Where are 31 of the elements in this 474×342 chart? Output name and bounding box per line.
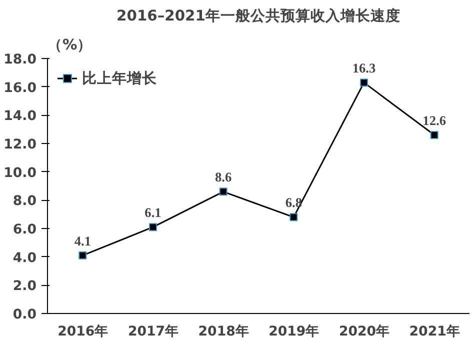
y-tick-label: 18.0 — [4, 52, 37, 68]
x-tick-label: 2019年 — [268, 324, 319, 340]
y-tick-label: 4.0 — [12, 250, 37, 266]
point — [149, 223, 157, 232]
point — [219, 188, 228, 196]
data-label: 16.3 — [352, 60, 376, 76]
y-tick-label: 8.0 — [12, 194, 37, 210]
point — [290, 213, 298, 222]
y-tick-label: 0.0 — [12, 308, 37, 322]
data-label: 8.6 — [215, 170, 232, 185]
point — [360, 78, 368, 87]
x-tick-label: 2020年 — [338, 324, 390, 340]
x-tick-label: 2018年 — [198, 324, 248, 340]
data-label: 4.1 — [74, 233, 92, 248]
legend-label: 比上年增长 — [82, 68, 157, 88]
chart-title: 2016–2021年一般公共预算收入增长速度 — [116, 6, 400, 24]
point — [78, 251, 87, 260]
y-tick-label: 6.0 — [12, 222, 37, 238]
y-tick-label: 10.0 — [4, 166, 37, 181]
x-tick-label: 2021年 — [409, 324, 460, 340]
data-label: 12.6 — [422, 113, 446, 128]
y-tick-label: 16.0 — [4, 80, 37, 96]
y-tick-label: 14.0 — [4, 109, 37, 124]
data-label: 6.8 — [285, 195, 302, 210]
y-tick-label: 12.0 — [4, 138, 37, 152]
y-tick-label: 2.0 — [12, 279, 37, 294]
data-label: 6.1 — [144, 205, 162, 220]
point — [430, 131, 438, 139]
y-axis-title: （%） — [48, 36, 92, 54]
x-tick-label: 2016年 — [58, 324, 108, 340]
x-tick-label: 2017年 — [128, 324, 178, 340]
